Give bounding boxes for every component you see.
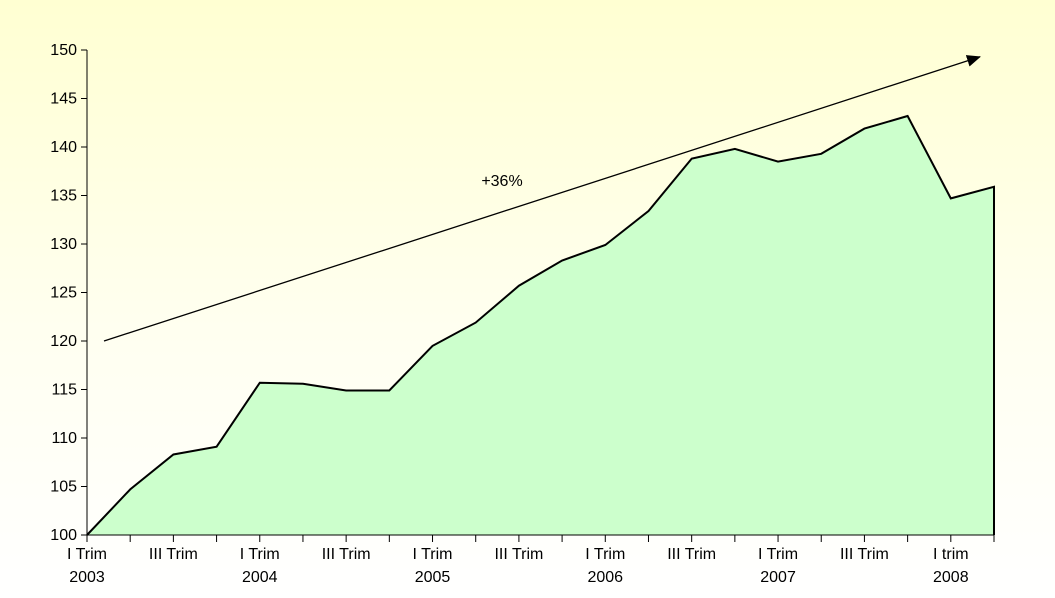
- y-tick-label: 100: [50, 527, 77, 544]
- x-tick-label-year: 2008: [933, 569, 969, 586]
- x-tick-label: III Trim: [667, 546, 716, 563]
- trend-annotation-label: +36%: [481, 173, 522, 190]
- y-axis: 100 105 110 115 120 125 130 135 140 145 150: [50, 42, 88, 544]
- series-line: [86, 114, 995, 536]
- y-tick-label: 120: [50, 333, 77, 350]
- x-tick-label-year: 2004: [242, 569, 278, 586]
- trend-arrow: [103, 55, 981, 342]
- x-tick-label: III Trim: [149, 546, 198, 563]
- x-tick-label: I Trim: [240, 546, 280, 563]
- area-fill: [87, 116, 994, 535]
- y-tick-label: 150: [50, 42, 77, 59]
- y-tick-label: 115: [51, 382, 77, 399]
- x-tick-label: III Trim: [494, 546, 543, 563]
- x-tick-label: I Trim: [585, 546, 625, 563]
- x-tick-label-year: 2003: [69, 569, 105, 586]
- x-tick-label-year: 2005: [415, 569, 451, 586]
- x-axis: I Trim 2003 III Trim I Trim 2004 III Trim I Tr…: [67, 534, 995, 586]
- x-tick-label: I Trim: [758, 546, 798, 563]
- y-tick-label: 125: [50, 285, 77, 302]
- x-tick-label-year: 2006: [587, 569, 623, 586]
- y-tick-label: 145: [50, 91, 77, 108]
- annotations-layer: +36%: [103, 55, 981, 342]
- x-tick-label-year: 2007: [760, 569, 796, 586]
- x-tick-label: I Trim: [67, 546, 107, 563]
- x-tick-label: III Trim: [322, 546, 371, 563]
- x-tick-label: I trim: [933, 546, 969, 563]
- x-tick-label: III Trim: [840, 546, 889, 563]
- y-tick-label: 105: [50, 479, 77, 496]
- y-tick-label: 135: [50, 188, 77, 205]
- x-tick-label: I Trim: [413, 546, 453, 563]
- y-tick-label: 140: [50, 139, 77, 156]
- y-tick-label: 110: [51, 430, 77, 447]
- y-tick-label: 130: [50, 236, 77, 253]
- plot-area: [86, 114, 995, 536]
